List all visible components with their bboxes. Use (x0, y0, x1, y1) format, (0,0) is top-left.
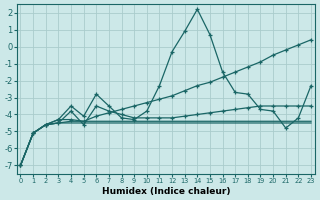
X-axis label: Humidex (Indice chaleur): Humidex (Indice chaleur) (101, 187, 230, 196)
